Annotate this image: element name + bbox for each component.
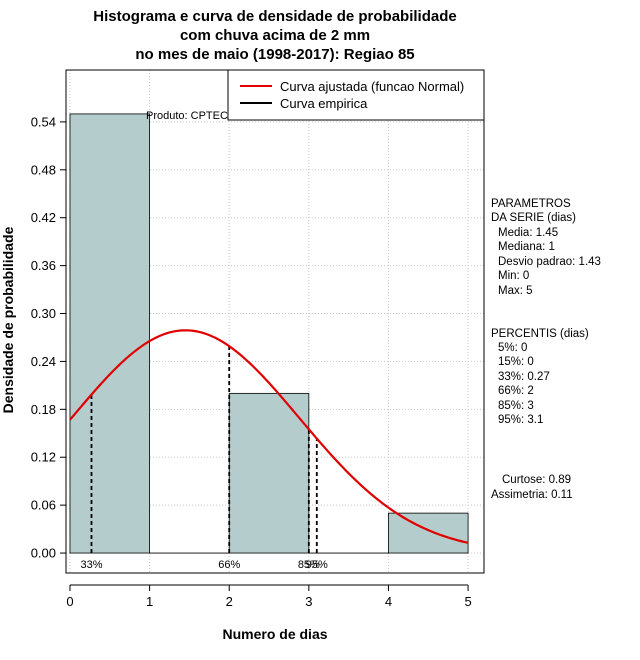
y-tick-label: 0.18 <box>31 402 56 417</box>
curtose-value: Curtose: 0.89 <box>502 474 571 486</box>
y-tick-label: 0.54 <box>31 114 56 129</box>
bars-layer <box>69 113 469 554</box>
legend-box <box>227 69 485 121</box>
chart-title-line-1: Histograma e curva de densidade de proba… <box>93 8 456 25</box>
assimetria-value: Assimetria: 0.11 <box>491 489 573 501</box>
histogram-bar <box>388 512 469 554</box>
curves-layer <box>69 329 469 544</box>
chart-title-line-2: com chuva acima de 2 mm <box>180 27 370 44</box>
percentile-label: 33% <box>80 559 102 571</box>
percentile-label: 66% <box>218 559 240 571</box>
y-tick-label: 0.24 <box>31 354 56 369</box>
y-tick-label: 0.36 <box>31 258 56 273</box>
y-tick-label: 0.30 <box>31 306 56 321</box>
legend-empirical-label: Curva empirica <box>280 96 368 111</box>
percentil-15: 15%: 0 <box>498 356 534 368</box>
y-tick-label: 0.42 <box>31 210 56 225</box>
legend-fitted-label: Curva ajustada (funcao Normal) <box>280 79 464 94</box>
fitted-normal-curve <box>69 329 469 544</box>
y-tick-label: 0.00 <box>31 546 56 561</box>
percentil-5: 5%: 0 <box>498 342 527 354</box>
percentil-95: 95%: 3.1 <box>498 414 543 426</box>
percentile-label: 85% <box>298 559 320 571</box>
y-tick-label: 0.12 <box>31 450 56 465</box>
chart-title-line-3: no mes de maio (1998-2017): Regiao 85 <box>135 46 414 63</box>
x-tick-label: 5 <box>464 594 471 609</box>
x-tick-label: 3 <box>305 594 312 609</box>
x-tick-label: 0 <box>66 594 73 609</box>
percentil-85: 85%: 3 <box>498 400 534 412</box>
histogram-bar <box>228 392 310 554</box>
percentil-66: 66%: 2 <box>498 385 534 397</box>
param-min: Min: 0 <box>498 270 529 282</box>
parametros-title-1: PARAMETROS <box>491 198 571 210</box>
percentil-33: 33%: 0.27 <box>498 371 550 383</box>
percentile-markers: 33% 66% 85%95% <box>80 346 328 571</box>
y-axis: 0.00 0.06 0.12 0.18 0.24 0.30 0.36 0.42 0.48 0.54 <box>31 114 67 561</box>
y-tick-label: 0.06 <box>31 498 56 513</box>
x-tick-label: 1 <box>146 594 153 609</box>
x-tick-label: 2 <box>226 594 233 609</box>
percentile-label: 95% <box>306 559 328 571</box>
parametros-title-2: DA SERIE (dias) <box>491 212 576 224</box>
param-desvio: Desvio padrao: 1.43 <box>498 256 601 268</box>
param-media: Media: 1.45 <box>498 227 558 239</box>
histogram-bar <box>69 113 150 554</box>
x-tick-label: 4 <box>385 594 392 609</box>
legend: Curva ajustada (funcao Normal) Curva emp… <box>227 69 485 121</box>
side-panel: PARAMETROS DA SERIE (dias) Media: 1.45 M… <box>491 198 601 501</box>
x-axis-title: Numero de dias <box>222 626 327 642</box>
x-axis: 0 1 2 3 4 5 <box>66 584 472 609</box>
percentis-title: PERCENTIS (dias) <box>491 328 589 340</box>
y-axis-title: Densidade de probabilidade <box>0 226 16 413</box>
y-tick-label: 0.48 <box>31 162 56 177</box>
param-max: Max: 5 <box>498 285 533 297</box>
param-mediana: Mediana: 1 <box>498 241 555 253</box>
